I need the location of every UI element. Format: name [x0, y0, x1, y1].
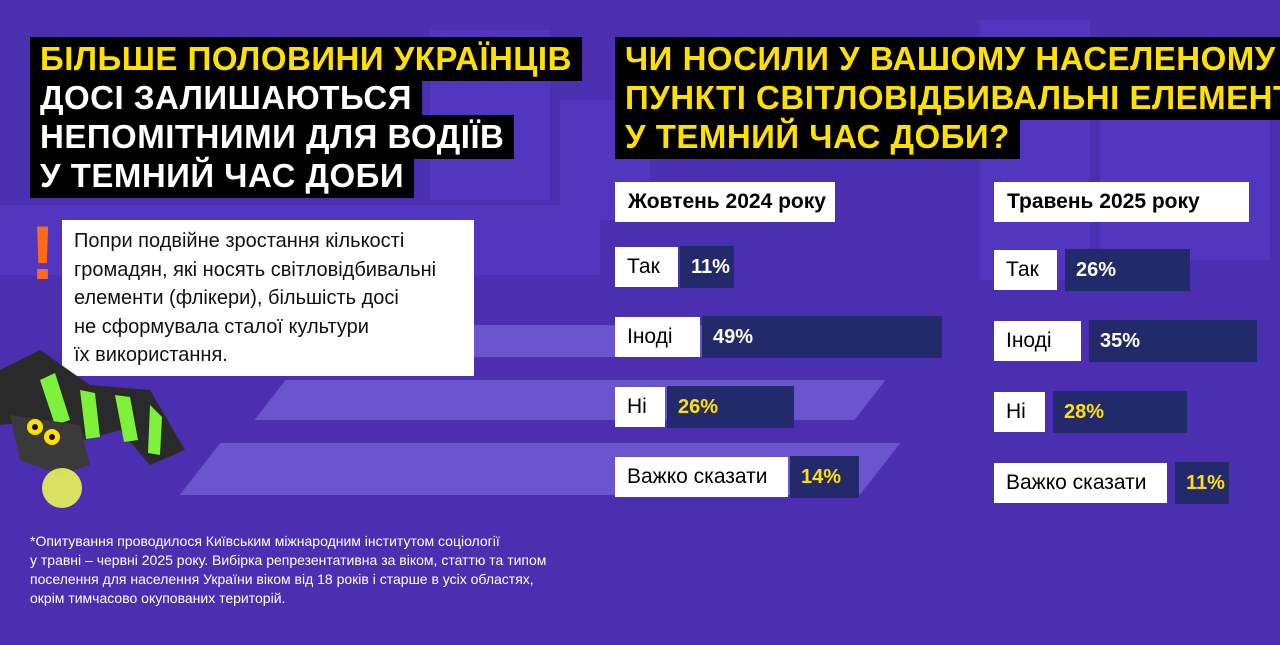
- lead-text-box: Попри подвійне зростання кількості грома…: [62, 220, 474, 376]
- chart-1-title: Жовтень 2024 року: [615, 182, 835, 222]
- chart-2-bar-3: [1053, 391, 1188, 433]
- chart-1-value-label-3: 26%: [678, 396, 719, 418]
- headline-left-line-4: У ТЕМНИЙ ЧАС ДОБИ: [30, 154, 415, 198]
- headline-left-line-3: НЕПОМІТНИМИ ДЛЯ ВОДІЇВ: [30, 115, 515, 159]
- footnote-line-1: *Опитування проводилося Київським міжнар…: [30, 533, 500, 549]
- lead-line-1: Попри подвійне зростання кількості: [74, 230, 405, 252]
- headline-left-line-1: БІЛЬШЕ ПОЛОВИНИ УКРАЇНЦІВ: [30, 37, 582, 81]
- chart-2-bar-4: [1175, 462, 1229, 504]
- chart-2-category-2: Іноді: [994, 321, 1081, 361]
- chart-2-value-label-2: 35%: [1100, 330, 1141, 352]
- lead-line-3: елементи (флікери), більшість досі: [74, 287, 399, 309]
- chart-1-value-label-4: 14%: [801, 466, 842, 488]
- footnote-line-2: у травні – червні 2025 року. Вибірка реп…: [30, 552, 547, 568]
- chart-1-value-label-1: 11%: [691, 256, 730, 278]
- headline-right-line-3: У ТЕМНИЙ ЧАС ДОБИ?: [615, 115, 1020, 159]
- chart-1-bar-3: [667, 386, 795, 428]
- chart-1-category-3: Ні: [615, 387, 665, 427]
- reflective-striped-creature-illustration: [0, 350, 185, 508]
- chart-2-bar-2: [1089, 320, 1257, 362]
- chart-1-category-4: Важко сказати: [615, 457, 788, 497]
- headline-left-line-2: ДОСІ ЗАЛИШАЮТЬСЯ: [30, 76, 422, 120]
- lead-line-5: їх використання.: [74, 344, 228, 366]
- footnote-line-3: поселення для населення України віком ві…: [30, 571, 534, 587]
- chart-2-title: Травень 2025 року: [994, 182, 1249, 222]
- chart-2-category-3: Ні: [994, 392, 1045, 432]
- chart-2-value-label-1: 26%: [1076, 259, 1117, 281]
- chart-1-category-1: Так: [615, 247, 678, 287]
- chart-2-category-1: Так: [994, 250, 1057, 290]
- chart-1-bar-4: [790, 456, 859, 498]
- chart-2-value-label-4: 11%: [1186, 472, 1225, 494]
- lead-line-2: громадян, які носять світловідбивальні: [74, 258, 437, 281]
- chart-1-category-2: Іноді: [615, 317, 700, 357]
- chart-1-value-label-2: 49%: [713, 326, 754, 348]
- chart-2-category-4: Важко сказати: [994, 463, 1167, 503]
- chart-2-value-label-3: 28%: [1064, 401, 1105, 423]
- chart-1-bar-2: [702, 316, 943, 358]
- chart-2-bar-1: [1065, 249, 1190, 291]
- chart-1-bar-1: [680, 246, 734, 288]
- headline-right-line-2: ПУНКТІ СВІТЛОВІДБИВАЛЬНІ ЕЛЕМЕНТИ: [615, 76, 1280, 120]
- exclamation-icon: !: [30, 211, 56, 296]
- footnote: *Опитування проводилося Київським міжнар…: [30, 532, 590, 608]
- footnote-line-4: окрім тимчасово окупованих територій.: [30, 590, 286, 606]
- headline-right-line-1: ЧИ НОСИЛИ У ВАШОМУ НАСЕЛЕНОМУ: [615, 37, 1280, 81]
- lead-line-4: не сформувала сталої культури: [74, 315, 369, 338]
